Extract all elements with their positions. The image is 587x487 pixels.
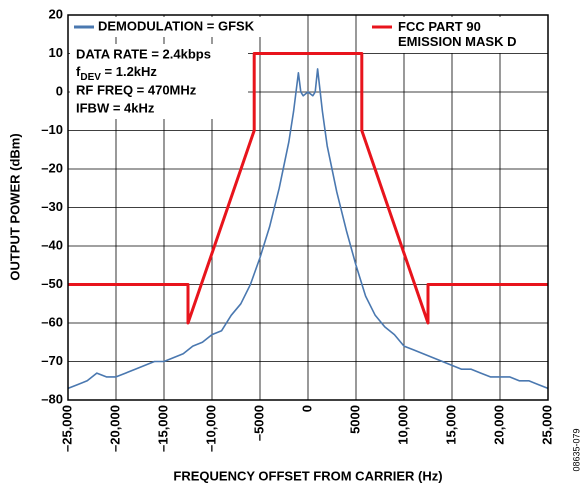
side-note: 08635-079 [571, 428, 581, 471]
legend-bg [70, 17, 288, 37]
x-tick-label: 25,000 [539, 405, 554, 445]
y-tick-label: –30 [41, 199, 63, 214]
legend-label: DEMODULATION = GFSK [98, 18, 255, 33]
y-tick-label: 20 [49, 6, 63, 21]
y-axis-label: OUTPUT POWER (dBm) [7, 133, 22, 280]
legend-label: FCC PART 90 EMISSION MASK D [398, 19, 517, 49]
annotation-sub: DEV [80, 72, 101, 83]
plot-frame [67, 14, 549, 401]
annotation: DATA RATE = 2.4kbps [76, 46, 211, 61]
y-tick-label: –60 [41, 314, 63, 329]
annotation: IFBW = 4kHz [76, 100, 155, 115]
x-axis-label: FREQUENCY OFFSET FROM CARRIER (Hz) [173, 468, 442, 483]
series-line [67, 68, 549, 390]
x-tick-label: 10,000 [395, 405, 410, 445]
y-tick-label: 0 [56, 83, 63, 98]
x-tick-label: 0 [299, 405, 314, 412]
x-tick-label: 20,000 [491, 405, 506, 445]
y-tick-label: –20 [41, 160, 63, 175]
x-tick-label: 5000 [347, 405, 362, 434]
annotation-part: f [76, 64, 81, 79]
annotation-part: = 1.2kHz [101, 64, 158, 79]
annotation: RF FREQ = 470MHz [76, 82, 197, 97]
annotation: fDEV = 1.2kHz [76, 64, 157, 82]
x-tick-label: –20,000 [107, 405, 122, 452]
annotation-bg [70, 44, 248, 119]
y-tick-label: –10 [41, 122, 63, 137]
series-line [68, 52, 548, 325]
x-tick-label: –10,000 [203, 405, 218, 452]
x-tick-label: –5000 [251, 405, 266, 441]
lines [67, 52, 549, 390]
legend-bg [366, 17, 546, 53]
y-tick-label: –70 [41, 353, 63, 368]
y-tick-label: –40 [41, 237, 63, 252]
y-tick-label: 10 [49, 45, 63, 60]
x-tick-label: –25,000 [59, 405, 74, 452]
y-tick-label: –80 [41, 391, 63, 406]
y-tick-label: –50 [41, 276, 63, 291]
x-tick-label: 15,000 [443, 405, 458, 445]
x-tick-label: –15,000 [155, 405, 170, 452]
